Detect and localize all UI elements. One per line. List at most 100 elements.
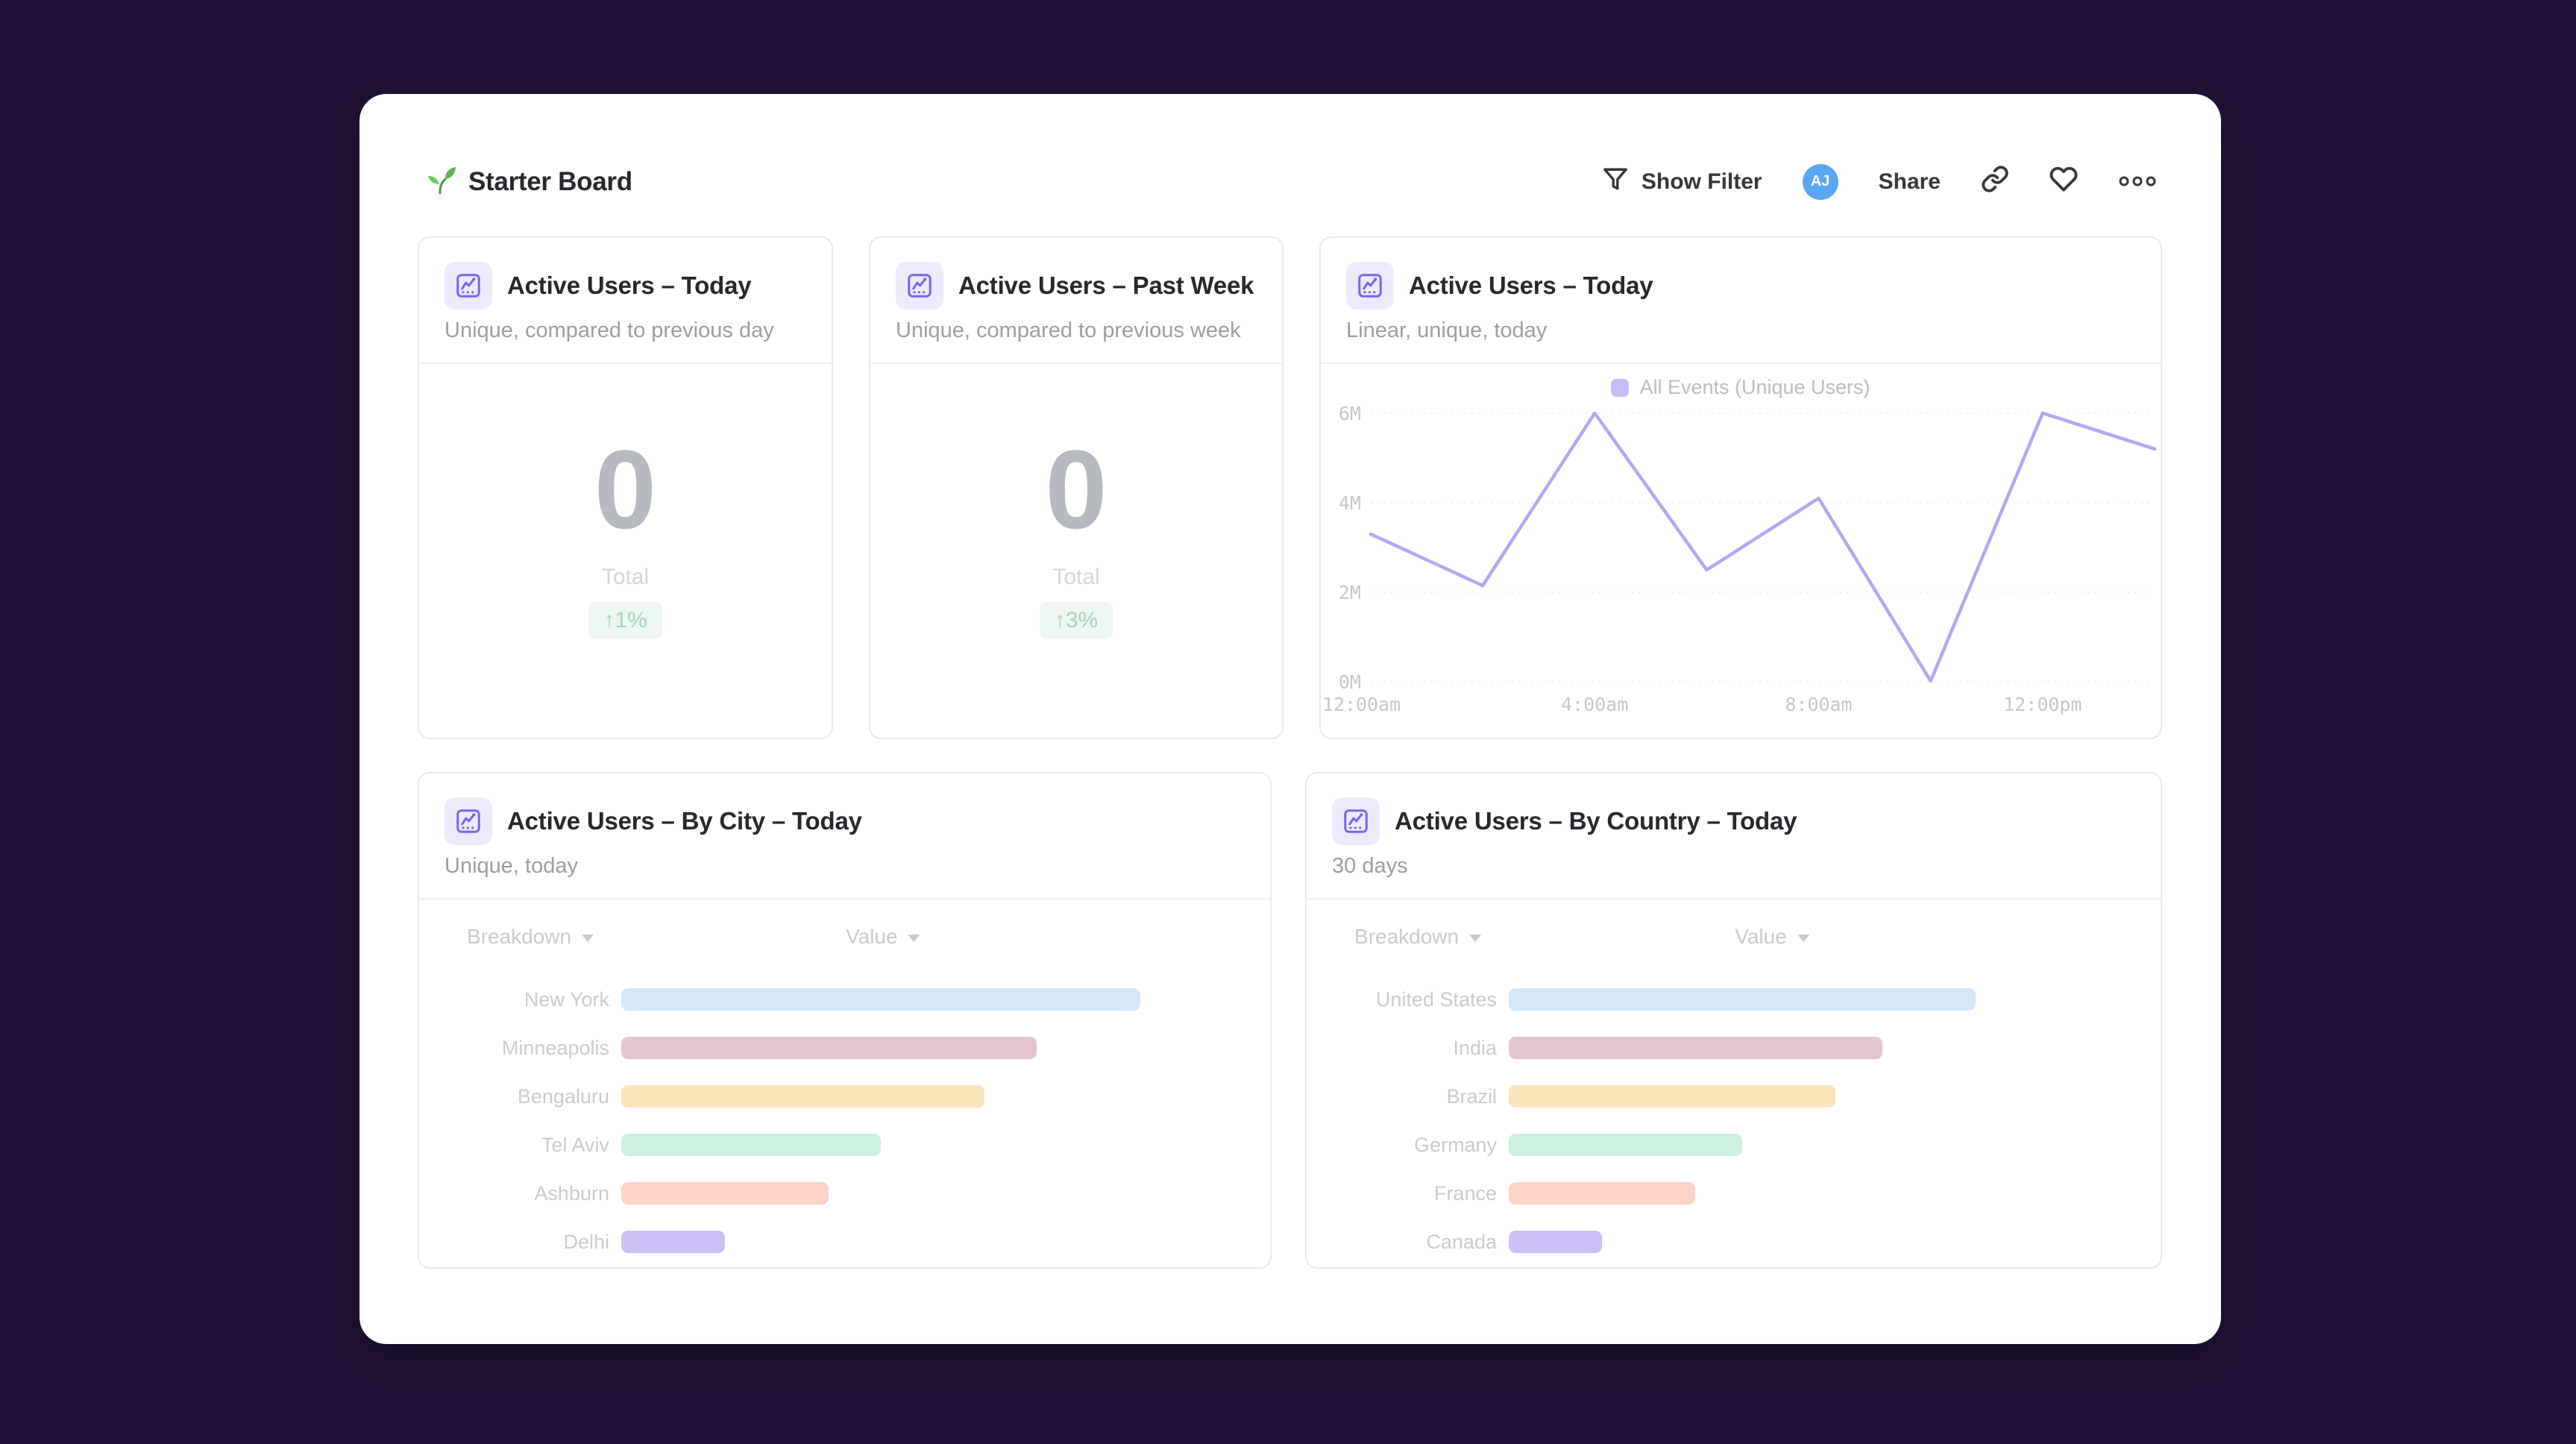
breakdown-row-label: New York [524,988,609,1011]
card-title-link[interactable]: Active Users – By Country – Today [1332,797,2135,845]
x-axis-tick: 8:00am [1785,694,1852,715]
copy-link-button[interactable] [1981,165,2009,199]
breakdown-row-label: Minneapolis [501,1036,609,1059]
line-chart-icon [1332,797,1380,845]
card-title-link[interactable]: Active Users – By City – Today [444,797,1245,845]
stat-value-label: Total [1052,564,1100,589]
breakdown-bar[interactable] [621,1085,985,1108]
x-axis-tick: 12:00am [1322,694,1401,715]
breakdown-row: Germany [1307,1121,2161,1169]
breakdown-table: Breakdown Value United States India Brazil… [1307,900,2161,1267]
card-title-link[interactable]: Active Users – Today [1346,262,2135,310]
y-axis-tick: 0M [1339,671,1361,693]
breakdown-row-label: India [1453,1036,1497,1059]
breakdown-row-label: Germany [1413,1133,1497,1156]
breakdown-rows: United States India Brazil Germany France Can… [1307,976,2161,1266]
breakdown-row: Ashburn [419,1170,1270,1217]
y-axis-tick: 6M [1339,403,1361,424]
y-axis-tick: 2M [1339,582,1361,603]
breakdown-bar[interactable] [1509,1134,1742,1156]
filter-icon [1603,166,1628,198]
card-active-users-today-line: Active Users – Today Linear, unique, tod… [1319,236,2162,739]
legend-swatch-icon [1611,378,1630,397]
card-subtitle: Unique, compared to previous day [444,318,774,342]
breakdown-bar[interactable] [1509,1085,1836,1108]
line-chart-icon [444,797,492,845]
card-subtitle: 30 days [1332,854,1408,878]
breakdown-row-label: France [1433,1181,1497,1205]
card-title-link[interactable]: Active Users – Today [444,262,806,310]
breakdown-row: Minneapolis [419,1024,1270,1072]
chevron-down-icon [1469,934,1482,942]
chevron-down-icon [908,934,920,942]
breakdown-row-label: Brazil [1446,1084,1497,1108]
show-filter-button[interactable]: Show Filter [1603,166,1762,198]
card-title: Active Users – By City – Today [507,807,862,835]
line-chart-icon [896,262,943,310]
value-column-header[interactable]: Value [1735,925,1809,949]
card-active-users-by-city: Active Users – By City – Today Unique, t… [418,772,1272,1269]
breakdown-bar[interactable] [621,1134,881,1156]
breakdown-table: Breakdown Value New York Minneapolis Benga… [419,900,1270,1267]
line-chart-svg[interactable]: 0M 2M 4M 6M 12:00am 4:00am 8:00am 12:00pm [1321,364,2161,739]
chart-legend: All Events (Unique Users) [1321,376,2161,399]
favorite-button[interactable] [2049,165,2078,199]
breakdown-column-header[interactable]: Breakdown [467,925,594,949]
page-title: Starter Board [468,166,632,196]
y-axis-tick: 4M [1339,492,1361,514]
breakdown-row-label: Tel Aviv [541,1133,609,1156]
stat-value: 0 [594,426,657,552]
stat-value: 0 [1045,426,1108,552]
line-series [1369,411,2157,683]
breakdown-row: Canada [1307,1218,2161,1266]
breakdown-row: Bengaluru [419,1073,1270,1120]
share-button[interactable]: Share [1878,169,1941,194]
card-subtitle: Unique, today [444,854,578,878]
dashboard-panel: Starter Board Show Filter AJ Share [359,94,2221,1344]
breakdown-row-label: Ashburn [534,1181,609,1205]
breakdown-row: Delhi [419,1218,1270,1266]
breakdown-rows: New York Minneapolis Bengaluru Tel Aviv Ashb… [419,976,1270,1266]
card-title: Active Users – By Country – Today [1395,807,1797,835]
card-active-users-past-week: Active Users – Past Week Unique, compare… [869,236,1284,739]
more-options-icon [2118,169,2157,195]
card-title: Active Users – Past Week [958,271,1254,299]
breakdown-bar[interactable] [1509,988,1976,1011]
breakdown-column-header[interactable]: Breakdown [1354,925,1482,949]
more-options-button[interactable] [2118,169,2157,195]
card-title: Active Users – Today [507,271,752,299]
avatar[interactable]: AJ [1802,163,1838,200]
line-chart-area: All Events (Unique Users) 0M 2M 4M 6M 12:00a… [1321,364,2161,738]
breakdown-bar[interactable] [621,1182,829,1205]
breakdown-bar[interactable] [1509,1182,1696,1205]
breakdown-row-label: Canada [1426,1230,1497,1253]
card-active-users-today: Active Users – Today Unique, compared to… [418,236,833,739]
stat-value-label: Total [601,564,650,589]
dashboard-header: Starter Board Show Filter AJ Share [359,94,2221,236]
card-subtitle: Linear, unique, today [1346,318,1548,342]
link-icon [1981,165,2009,199]
breakdown-row: Brazil [1307,1073,2161,1120]
line-chart-icon [1346,262,1394,310]
breakdown-row: United States [1307,976,2161,1023]
x-axis-tick: 12:00pm [2003,694,2082,715]
breakdown-row-label: Delhi [563,1230,609,1253]
value-column-header[interactable]: Value [846,925,920,949]
breakdown-bar[interactable] [621,1231,726,1253]
breakdown-row: Tel Aviv [419,1121,1270,1169]
breakdown-bar[interactable] [1509,1231,1603,1253]
breakdown-bar[interactable] [621,1037,1037,1059]
line-chart-icon [444,262,492,310]
seedling-icon [424,163,456,200]
chevron-down-icon [582,934,594,942]
chevron-down-icon [1797,934,1809,942]
breakdown-row-label: United States [1375,988,1497,1011]
breakdown-row-label: Bengaluru [517,1084,609,1108]
breakdown-bar[interactable] [1509,1037,1882,1059]
breakdown-bar[interactable] [621,988,1140,1011]
breakdown-row: India [1307,1024,2161,1072]
toolbar: Show Filter AJ Share [1603,163,2157,200]
card-subtitle: Unique, compared to previous week [896,318,1241,342]
stat-delta-badge: ↑3% [1039,601,1113,639]
card-title-link[interactable]: Active Users – Past Week [896,262,1257,310]
